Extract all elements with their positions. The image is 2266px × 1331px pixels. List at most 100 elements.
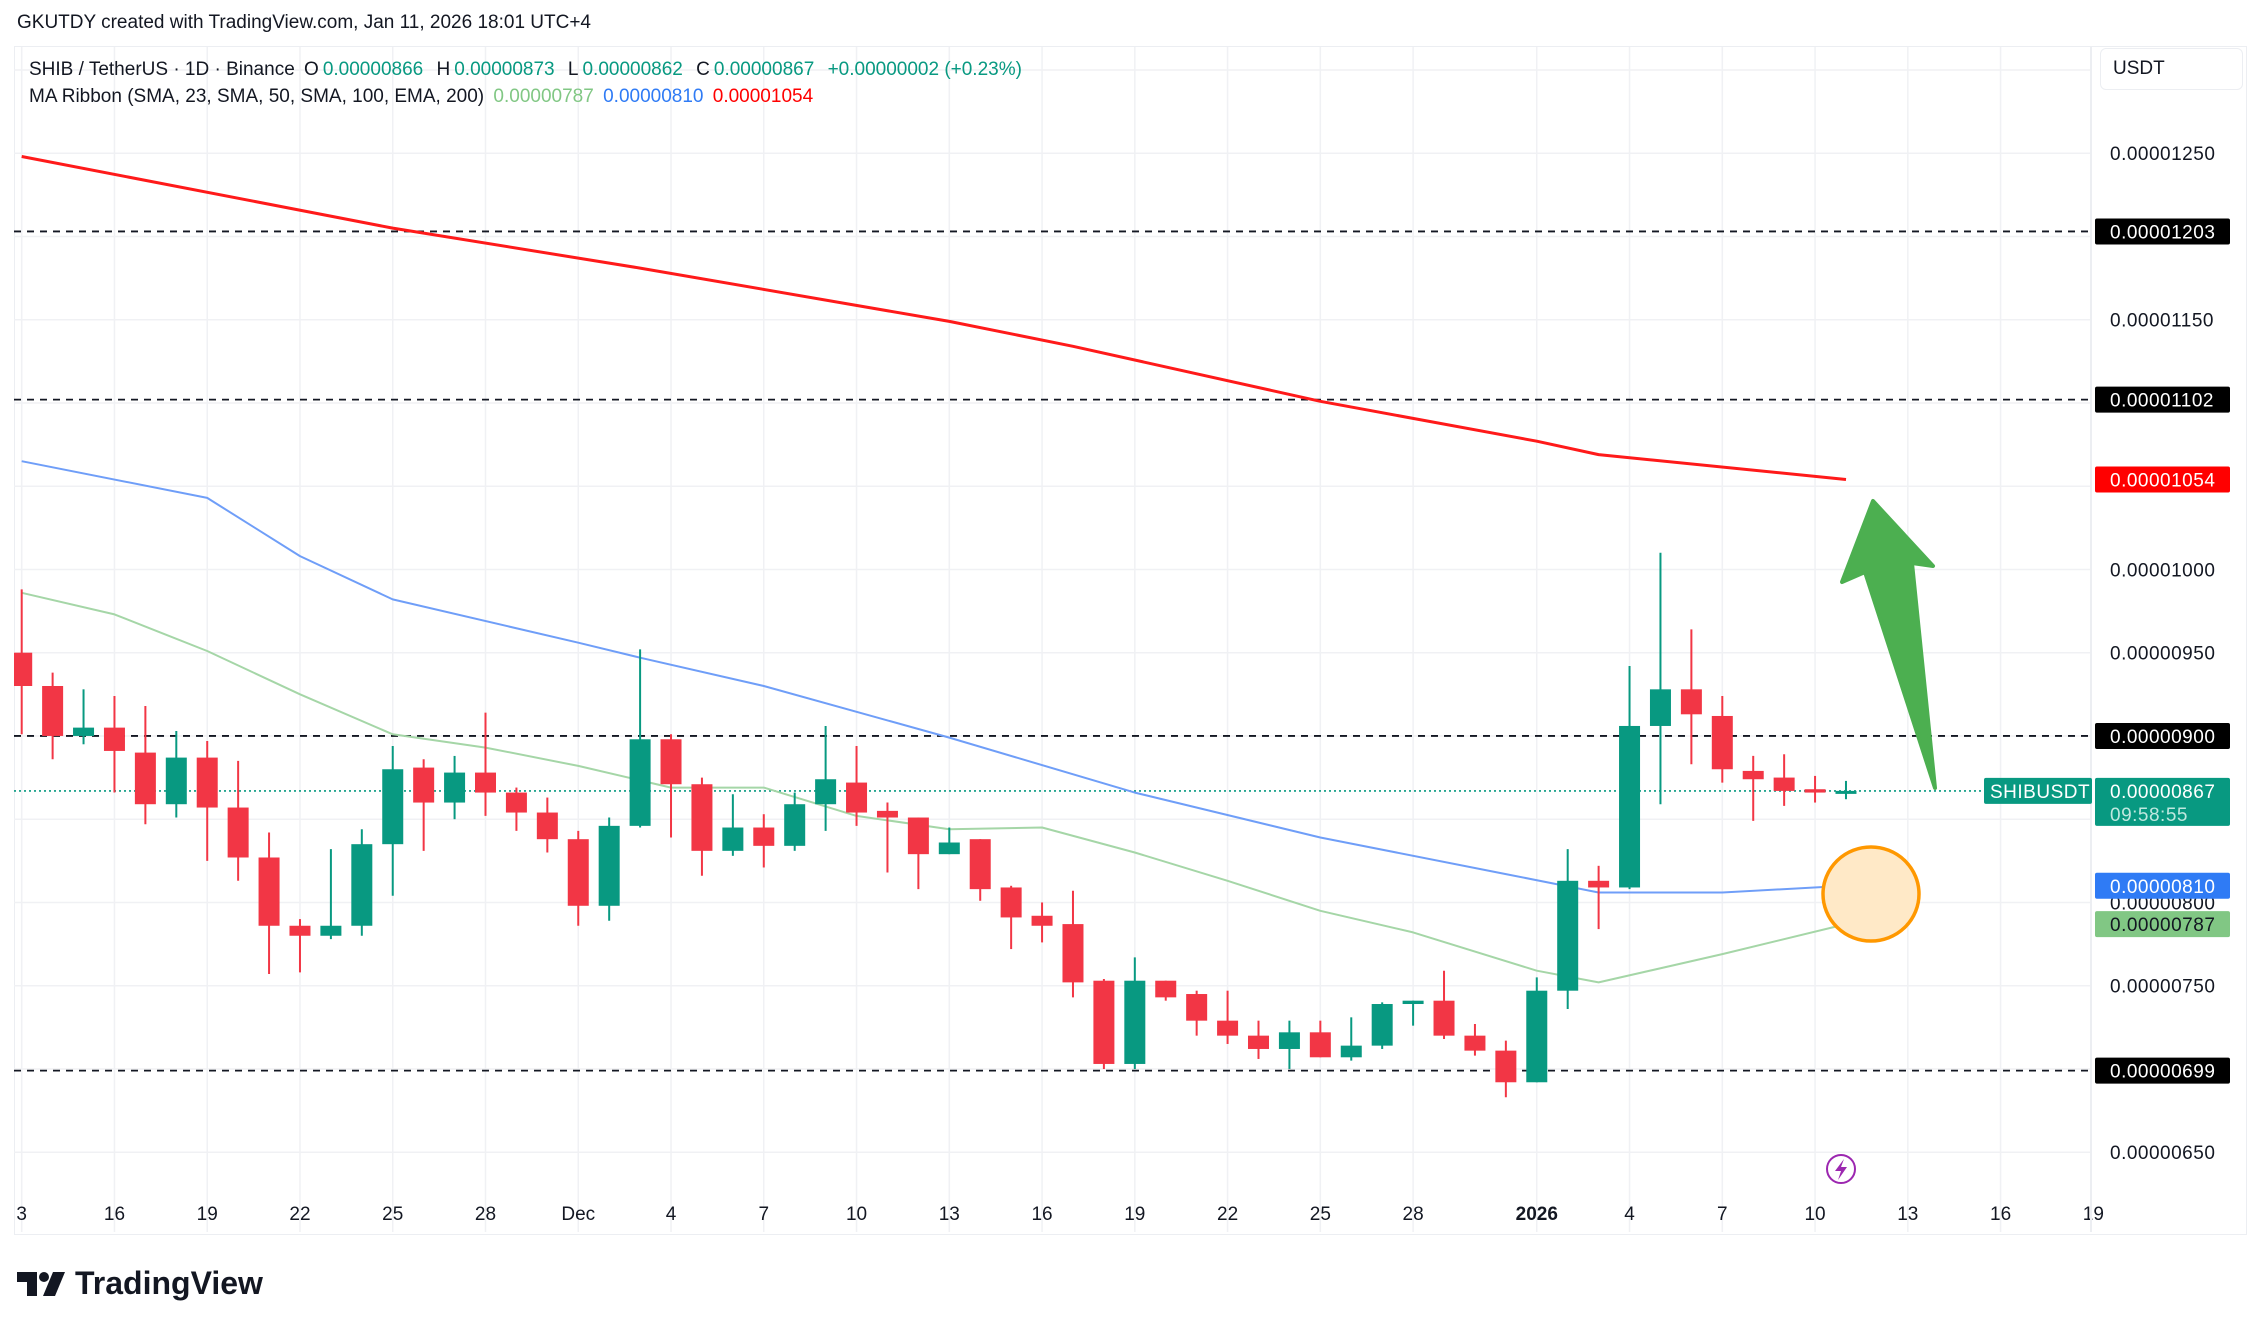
level-price-tag: 0.00000900 [2110, 727, 2215, 748]
candle [567, 830, 589, 926]
open-value: 0.00000866 [322, 59, 424, 80]
candle [753, 814, 775, 868]
level-price-tag-bg [2095, 386, 2230, 413]
candle [320, 849, 342, 940]
x-axis-tick-label: 3 [16, 1204, 27, 1225]
y-axis-tick-label: 0.00001250 [2110, 144, 2215, 165]
candle [1093, 979, 1115, 1069]
candle-body [1433, 1000, 1455, 1036]
plot-area [14, 47, 2091, 1232]
highlight-circle-annotation [1821, 845, 1921, 943]
candle [846, 745, 868, 826]
candle-body [815, 779, 837, 805]
candle [598, 817, 620, 921]
sma50-value: 0.00000810 [603, 86, 704, 107]
open-label: O [304, 59, 319, 80]
ma-price-tag-bg [2095, 466, 2230, 493]
chart-credit: GKUTDY created with TradingView.com, Jan… [17, 12, 591, 33]
change-value: +0.00000002 (+0.23%) [827, 59, 1022, 80]
ma-price-tag: 0.00000810 [2110, 877, 2215, 898]
y-axis-tick-label: 0.00001000 [2110, 560, 2215, 581]
candle [1588, 865, 1610, 930]
candle-body [1526, 990, 1548, 1083]
level-price-tag-bg [2095, 1057, 2230, 1084]
lightning-icon-bolt [1835, 1159, 1847, 1180]
candle [227, 760, 249, 881]
candle-body [938, 842, 960, 855]
x-axis-tick-label: 19 [2083, 1204, 2104, 1225]
candle-body [660, 739, 682, 785]
level-price-tag: 0.00001203 [2110, 222, 2215, 243]
candle-body [1402, 1000, 1424, 1005]
ma-price-tag: 0.00001054 [2110, 471, 2215, 492]
sma23-value: 0.00000787 [493, 86, 594, 107]
candle [784, 792, 806, 851]
candle-body [969, 839, 991, 890]
candle-body [1649, 689, 1671, 726]
candle [1186, 990, 1208, 1036]
candle [691, 777, 713, 876]
x-axis-tick-label: 16 [104, 1204, 125, 1225]
candle [258, 832, 280, 975]
candle [536, 797, 558, 853]
candle [815, 725, 837, 831]
candle-body [846, 782, 868, 813]
candle-body [598, 825, 620, 906]
candle [505, 787, 527, 831]
ma-ribbon-title[interactable]: MA Ribbon (SMA, 23, SMA, 50, SMA, 100, E… [29, 86, 485, 107]
x-axis-tick-label: 16 [1990, 1204, 2011, 1225]
candle [1124, 957, 1146, 1069]
tradingview-logo-icon [17, 1271, 65, 1296]
ma-line-sma23 [21, 591, 1847, 984]
candle [1402, 1000, 1424, 1026]
last-price-tag-bg [2095, 777, 2230, 826]
candle-body [567, 839, 589, 906]
candle [475, 712, 496, 816]
candle [1433, 970, 1455, 1039]
candle [1278, 1020, 1300, 1069]
x-axis-tick-label: 28 [475, 1204, 496, 1225]
low-value: 0.00000862 [582, 59, 683, 80]
x-axis-tick-label: 13 [939, 1204, 960, 1225]
tradingview-logo[interactable]: TradingView [17, 1265, 263, 1302]
candle [1773, 754, 1795, 806]
candle [1619, 666, 1641, 890]
candle-body [320, 925, 342, 936]
candle-body [1340, 1045, 1362, 1058]
x-axis-tick-label: 16 [1031, 1204, 1052, 1225]
candle-body [1742, 770, 1764, 780]
y-axis-tick-label: 0.00001150 [2110, 311, 2214, 332]
candle [1804, 775, 1826, 803]
candle-body [1124, 980, 1146, 1064]
x-axis-tick-label: 19 [197, 1204, 218, 1225]
x-axis-tick-label: 19 [1124, 1204, 1145, 1225]
candle-body [1464, 1035, 1486, 1051]
candle [14, 589, 33, 735]
x-axis-tick-label: 7 [1717, 1204, 1728, 1225]
candle [413, 759, 435, 851]
ma-legend-row: MA Ribbon (SMA, 23, SMA, 50, SMA, 100, E… [29, 83, 1026, 110]
candle-body [14, 652, 33, 686]
candle [1835, 780, 1857, 800]
currency-button[interactable]: USDT [2100, 48, 2243, 90]
candle-body [1186, 994, 1208, 1021]
candle [196, 740, 218, 861]
x-axis-tick-label: 22 [1217, 1204, 1238, 1225]
symbol-title[interactable]: SHIB / TetherUS · 1D · Binance [29, 59, 295, 80]
candle [1526, 977, 1548, 1083]
candle [938, 827, 960, 855]
candle-body [1000, 887, 1022, 918]
candle [629, 649, 651, 828]
candle-body [73, 727, 95, 736]
candle [351, 829, 373, 936]
x-axis-tick-label: 4 [1624, 1204, 1635, 1225]
candle [1062, 890, 1084, 998]
lightning-icon[interactable] [1826, 1154, 1856, 1184]
candle [1248, 1020, 1269, 1059]
candle-body [629, 739, 651, 826]
candle [660, 734, 682, 838]
candle [1309, 1020, 1331, 1058]
candle [1495, 1040, 1517, 1098]
x-axis-tick-label: 28 [1403, 1204, 1424, 1225]
